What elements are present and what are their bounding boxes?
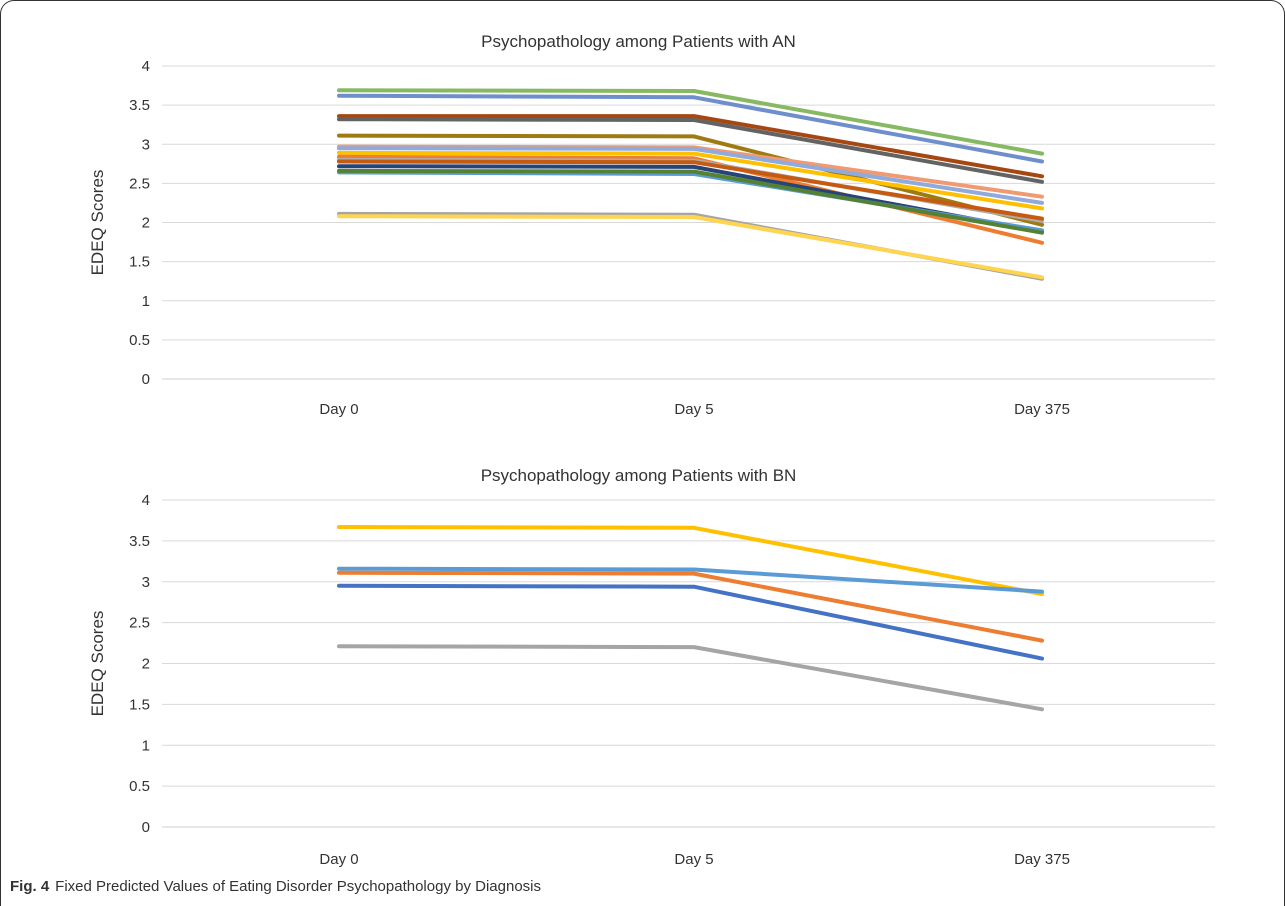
- x-tick-label: Day 5: [674, 851, 713, 868]
- series-line-15: [337, 211, 1044, 281]
- series-line-4: [337, 117, 1044, 184]
- series-line-11: [337, 159, 1044, 221]
- series-line-1: [337, 88, 1044, 156]
- y-tick-label: 2.5: [129, 175, 150, 192]
- y-axis-label: EDEQ Scores: [88, 170, 107, 276]
- x-tick-label: Day 0: [319, 851, 358, 868]
- y-tick-label: 2: [142, 656, 150, 673]
- series-line-16: [337, 214, 1044, 280]
- y-tick-label: 0.5: [129, 332, 150, 349]
- series-line-8: [337, 150, 1044, 211]
- series-line-3: [337, 114, 1044, 179]
- chart-bn: Psychopathology among Patients with BN ED…: [88, 466, 1215, 868]
- series-line-9: [337, 154, 1044, 245]
- series-line-3: [337, 570, 1044, 643]
- chart-title: Psychopathology among Patients with BN: [481, 466, 797, 485]
- y-tick-label: 2.5: [129, 615, 150, 632]
- y-tick-label: 3: [142, 574, 150, 591]
- y-axis-label: EDEQ Scores: [88, 611, 107, 717]
- figure-caption-text: Fixed Predicted Values of Eating Disorde…: [55, 878, 541, 895]
- chart-title: Psychopathology among Patients with AN: [481, 32, 796, 51]
- x-tick-label: Day 5: [674, 401, 713, 418]
- series-line-1: [337, 525, 1044, 596]
- series-line-5: [337, 644, 1044, 712]
- x-tick-label: Day 375: [1014, 401, 1070, 418]
- x-tick-label: Day 375: [1014, 851, 1070, 868]
- y-tick-label: 1.5: [129, 254, 150, 271]
- y-tick-label: 4: [142, 58, 150, 75]
- x-tick-label: Day 0: [319, 401, 358, 418]
- series-line-2: [337, 566, 1044, 594]
- y-tick-label: 0: [142, 819, 150, 836]
- y-tick-label: 1: [142, 737, 150, 754]
- y-tick-label: 0: [142, 371, 150, 388]
- y-tick-label: 2: [142, 215, 150, 232]
- series-line-5: [337, 133, 1044, 227]
- y-tick-label: 3.5: [129, 97, 150, 114]
- y-tick-label: 1.5: [129, 696, 150, 713]
- figure-caption: Fig. 4 Fixed Predicted Values of Eating D…: [10, 878, 541, 895]
- y-tick-label: 4: [142, 492, 150, 509]
- series-line-7: [337, 146, 1044, 205]
- y-tick-label: 3.5: [129, 533, 150, 550]
- y-tick-label: 0.5: [129, 778, 150, 795]
- figure-label: Fig. 4: [10, 878, 50, 895]
- chart-an: Psychopathology among Patients with AN ED…: [88, 32, 1215, 418]
- y-tick-label: 3: [142, 136, 150, 153]
- series-line-4: [337, 583, 1044, 661]
- y-tick-label: 1: [142, 293, 150, 310]
- series-line-2: [337, 93, 1044, 164]
- series-line-14: [337, 168, 1044, 235]
